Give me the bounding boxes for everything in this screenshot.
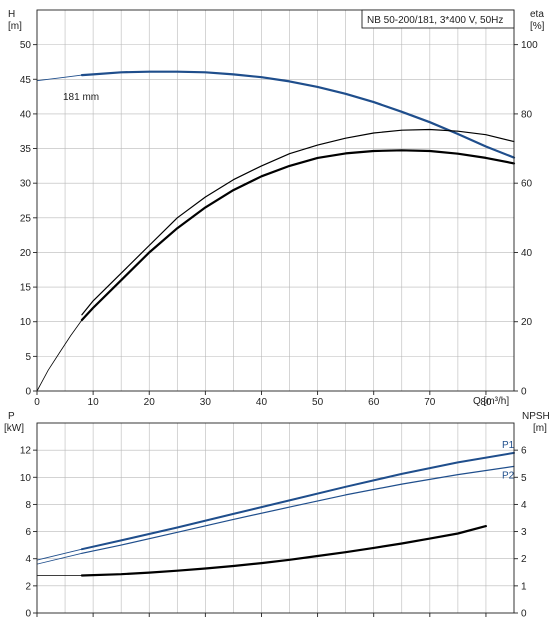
- upper-series-line-3: [80, 149, 516, 322]
- upper-right-tick-label: 40: [521, 248, 533, 259]
- curve-label-181mm: 181 mm: [63, 92, 99, 103]
- lower-left-tick-label: 6: [25, 527, 31, 538]
- upper-x-tick-label: 80: [480, 397, 492, 408]
- upper-right-tick-label: 60: [521, 179, 533, 190]
- lower-right-axis-title-line1: NPSH: [522, 411, 550, 422]
- lower-right-tick-label: 1: [521, 581, 527, 592]
- lower-right-tick-label: 5: [521, 473, 527, 484]
- lower-left-tick-label: 2: [25, 581, 31, 592]
- lower-left-tick-label: 12: [20, 446, 32, 457]
- lower-right-tick-label: 6: [521, 446, 527, 457]
- upper-right-axis-title-line2: [%]: [530, 21, 545, 32]
- upper-x-tick-label: 10: [88, 397, 100, 408]
- lower-right-tick-label: 3: [521, 527, 527, 538]
- title-box: [361, 9, 515, 29]
- lower-left-tick-label: 8: [25, 500, 31, 511]
- upper-left-tick-label: 40: [20, 109, 32, 120]
- lower-right-tick-label: 4: [521, 500, 527, 511]
- upper-x-tick-label: 30: [200, 397, 212, 408]
- lower-left-tick-label: 4: [25, 554, 31, 565]
- upper-left-tick-label: 30: [20, 179, 32, 190]
- upper-plot-frame: [36, 9, 515, 392]
- upper-left-tick-label: 20: [20, 248, 32, 259]
- lower-left-axis-title-line2: [kW]: [4, 423, 24, 434]
- upper-right-axis-title-line1: eta: [530, 9, 544, 20]
- upper-series-line-2: [81, 128, 515, 316]
- upper-x-tick-label: 50: [312, 397, 324, 408]
- lower-right-tick-label: 0: [521, 609, 527, 620]
- lower-right-axis-title-line2: [m]: [533, 423, 547, 434]
- upper-x-tick-label: 0: [34, 397, 40, 408]
- upper-series-line-4: [36, 319, 83, 392]
- upper-right-tick-label: 80: [521, 109, 533, 120]
- upper-right-tick-label: 100: [521, 40, 538, 51]
- upper-left-tick-label: 25: [20, 213, 32, 224]
- upper-left-tick-label: 35: [20, 144, 32, 155]
- lower-series-label-p1: P1: [502, 440, 515, 451]
- upper-x-tick-label: 20: [144, 397, 156, 408]
- upper-x-tick-label: 60: [368, 397, 380, 408]
- upper-left-tick-label: 5: [25, 352, 31, 363]
- lower-left-tick-label: 10: [20, 473, 32, 484]
- upper-left-tick-label: 45: [20, 75, 32, 86]
- upper-left-tick-label: 0: [25, 387, 31, 398]
- lower-plot-frame: [36, 422, 515, 614]
- lower-series-line-p2: [81, 465, 515, 554]
- upper-left-axis-title-line2: [m]: [8, 21, 22, 32]
- title-box-text: NB 50-200/181, 3*400 V, 50Hz: [367, 15, 503, 26]
- lower-series-line-3: [36, 552, 83, 565]
- lower-series-line-4: [80, 524, 487, 577]
- upper-right-tick-label: 0: [521, 387, 527, 398]
- lower-left-tick-label: 0: [25, 609, 31, 620]
- upper-x-tick-label: 40: [256, 397, 268, 408]
- upper-left-axis-title-line1: H: [8, 9, 15, 20]
- upper-series-line-1: [36, 74, 83, 82]
- x-axis-title: Q [m³/h]: [473, 396, 509, 407]
- upper-left-tick-label: 15: [20, 283, 32, 294]
- lower-series-line-p1: [80, 451, 515, 551]
- lower-right-tick-label: 2: [521, 554, 527, 565]
- upper-panel: 0 5 10 15 20 25 30 35 40 45 50 0 20 40 60 80 100 0 10 20 30 4…: [8, 9, 545, 408]
- upper-series-line-0: [80, 70, 516, 159]
- upper-right-tick-label: 20: [521, 317, 533, 328]
- lower-left-axis-title-line1: P: [8, 411, 15, 422]
- upper-x-tick-label: 70: [424, 397, 436, 408]
- lower-series-label-p2: P2: [502, 470, 515, 481]
- upper-left-tick-label: 10: [20, 317, 32, 328]
- upper-left-tick-label: 50: [20, 40, 32, 51]
- lower-series-line-2: [36, 548, 83, 561]
